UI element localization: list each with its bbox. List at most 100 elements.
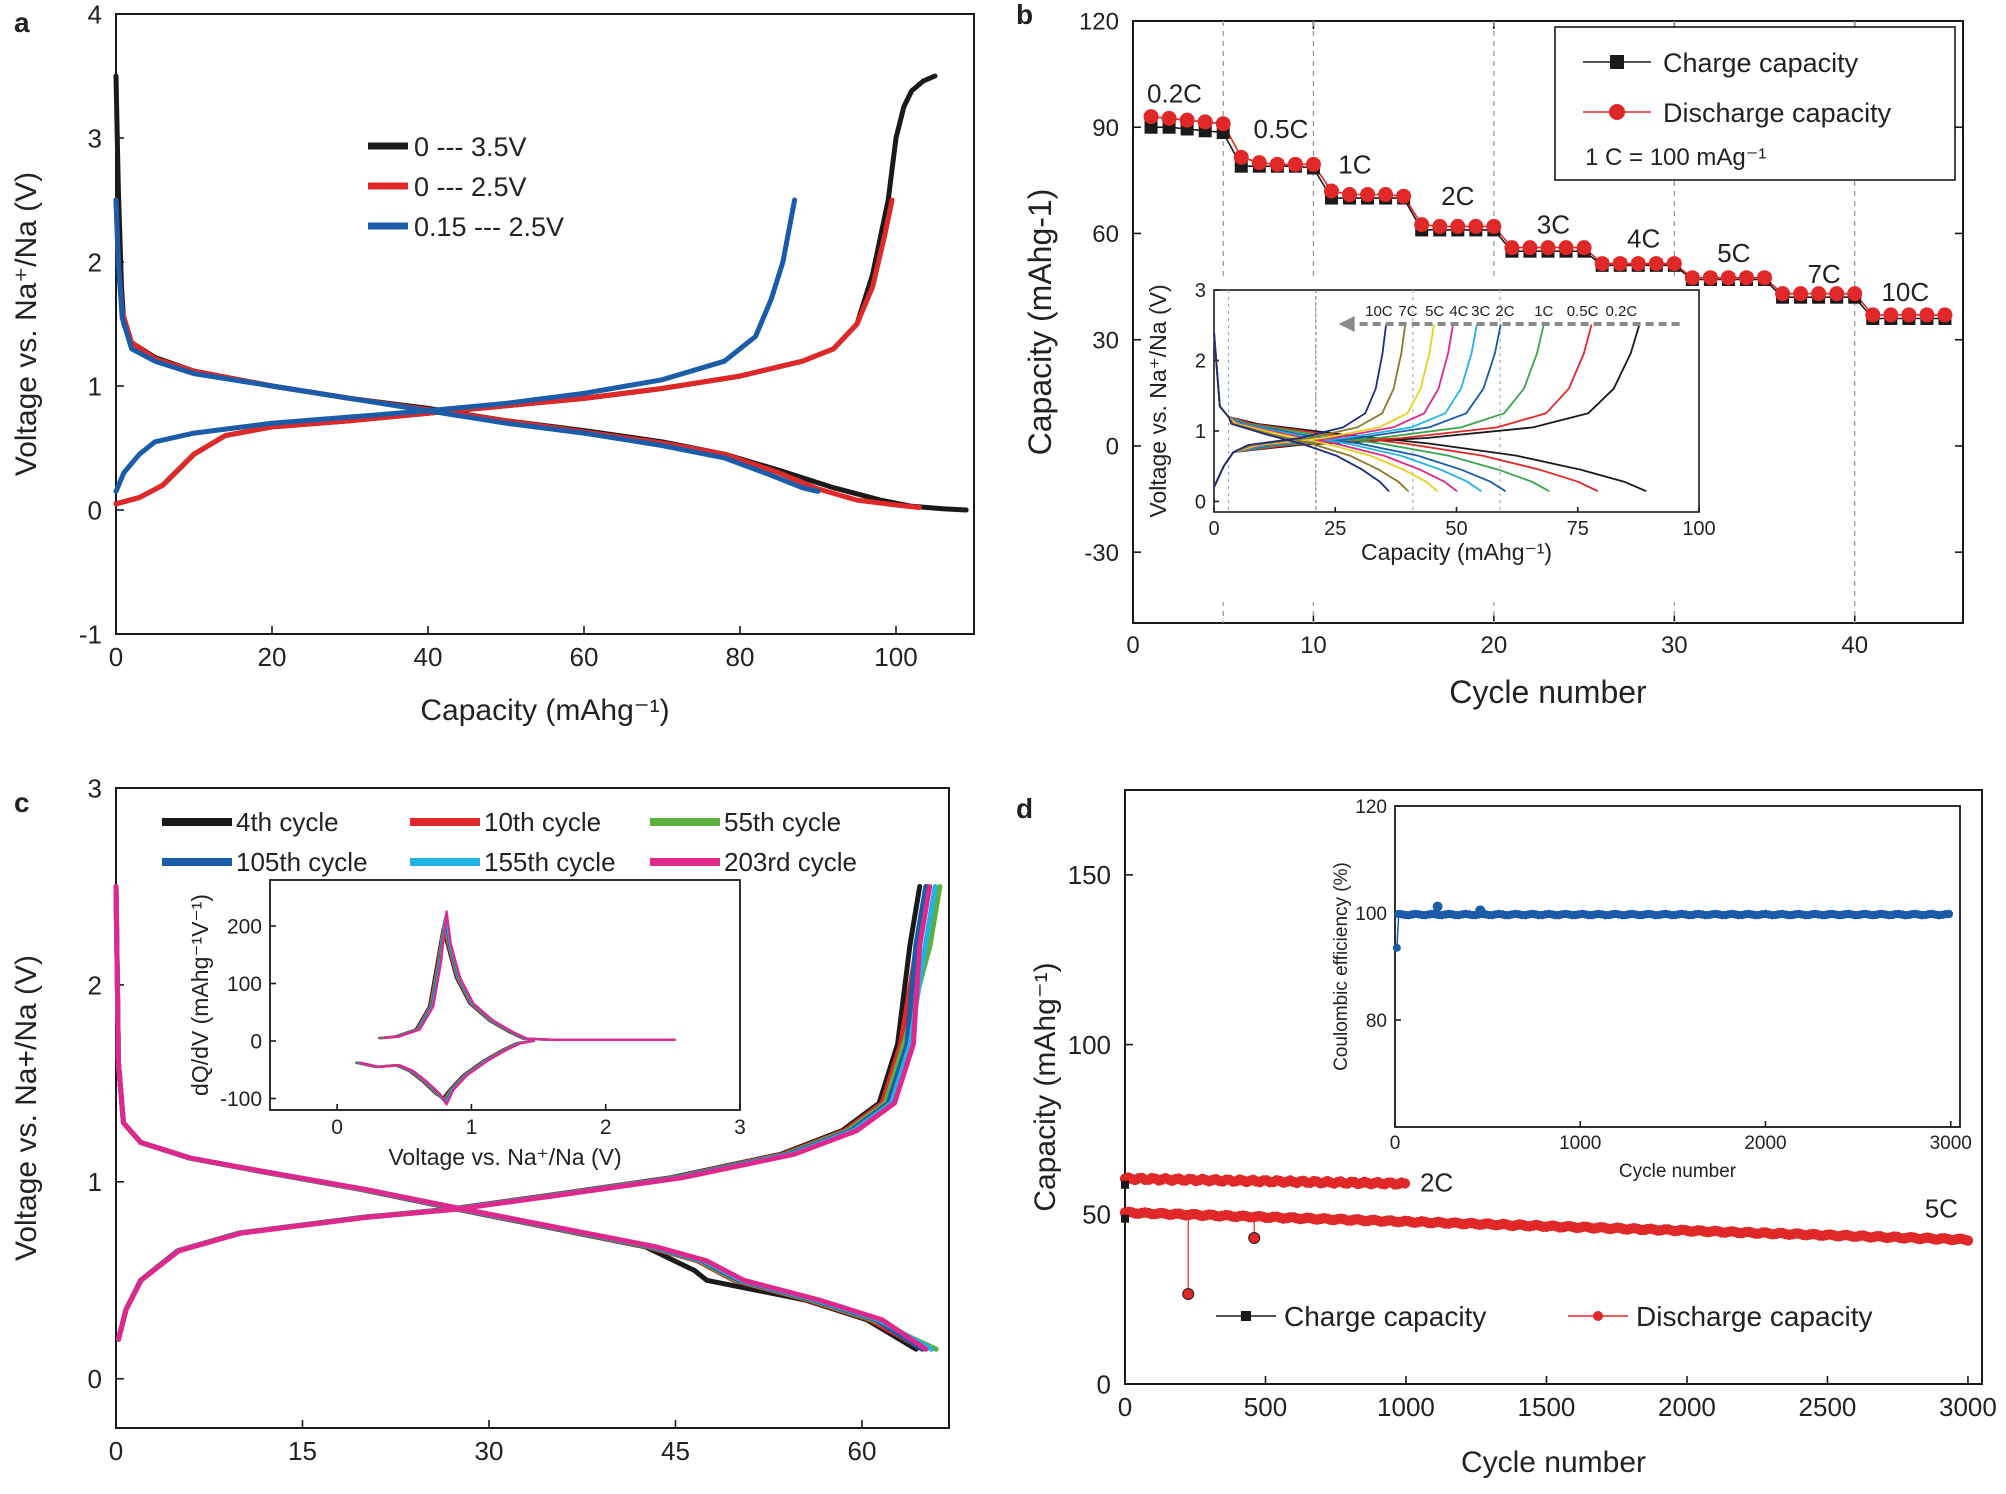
legend-marker: [1610, 55, 1624, 69]
x-tick-label: 100: [874, 642, 917, 672]
x-tick-label: 60: [570, 642, 599, 672]
discharge-point-5C: [1962, 1235, 1974, 1246]
x-axis-label: Capacity (mAhg⁻¹): [408, 1490, 657, 1494]
discharge-marker: [1630, 256, 1646, 272]
discharge-marker: [1215, 116, 1231, 132]
rate-label: 4C: [1627, 224, 1660, 254]
discharge-marker: [1305, 156, 1321, 172]
discharge-marker: [1702, 270, 1718, 286]
inset-ce-outlier: [1432, 901, 1443, 912]
y-tick-label: 4: [88, 0, 102, 29]
discharge-marker: [1504, 240, 1520, 256]
inset-rate-label: 0.2C: [1606, 303, 1638, 320]
discharge-marker: [1486, 218, 1502, 234]
discharge-marker: [1648, 256, 1664, 272]
discharge-marker: [1360, 187, 1376, 203]
x-tick-label: 2000: [1744, 1133, 1786, 1154]
x-tick-label: 40: [414, 642, 443, 672]
discharge-marker: [1378, 187, 1394, 203]
y-tick-label: 2: [1195, 351, 1206, 373]
rate-label: 10C: [1881, 277, 1929, 307]
y-tick-label: 100: [227, 973, 262, 996]
y-axis-label: Voltage vs. Na⁺/Na (V): [10, 172, 43, 476]
discharge-marker: [1522, 240, 1538, 256]
inset-rate-label: 2C: [1495, 303, 1514, 320]
y-axis-label: Capacity (mAhg-1): [1022, 189, 1058, 456]
y-tick-label: 1: [1195, 421, 1206, 443]
x-tick-label: 3: [734, 1116, 746, 1139]
discharge-marker: [1757, 270, 1773, 286]
discharge-marker: [1414, 217, 1430, 233]
legend-note: 1 C = 100 mAg⁻¹: [1585, 144, 1766, 171]
discharge-marker: [1233, 149, 1249, 165]
y-tick-label: 2: [88, 970, 102, 1000]
legend-label: 155th cycle: [484, 847, 616, 877]
y-tick-label: 100: [1068, 1030, 1111, 1060]
rate-label: 7C: [1807, 259, 1840, 289]
legend-label: 10th cycle: [484, 807, 601, 837]
y-tick-label: 3: [88, 773, 102, 803]
y-axis-label: Voltage vs. Na⁺/Na (V): [1145, 284, 1171, 517]
discharge-marker: [1251, 155, 1267, 171]
x-tick-label: 75: [1567, 518, 1589, 540]
y-tick-label: 90: [1092, 115, 1119, 142]
rate-label: 3C: [1537, 209, 1570, 239]
x-tick-label: 1500: [1518, 1392, 1576, 1422]
y-tick-label: -1: [79, 619, 102, 649]
y-tick-label: 150: [1068, 860, 1111, 890]
x-tick-label: 50: [1445, 518, 1467, 540]
x-tick-label: 0: [109, 1436, 123, 1466]
x-tick-label: 1: [466, 1116, 478, 1139]
y-tick-label: 0: [1195, 492, 1206, 514]
outlier-point: [1182, 1288, 1195, 1301]
discharge-marker: [1323, 183, 1339, 199]
discharge-marker: [1269, 156, 1285, 172]
x-tick-label: 25: [1324, 518, 1346, 540]
y-tick-label: 120: [1355, 797, 1387, 818]
y-tick-label: 120: [1079, 9, 1119, 36]
discharge-marker: [1666, 256, 1682, 272]
x-tick-label: 1000: [1377, 1392, 1435, 1422]
x-tick-label: 15: [288, 1436, 317, 1466]
legend-box: [1554, 26, 1956, 181]
legend-label: 0.15 --- 2.5V: [414, 212, 564, 242]
panel-letter-a: a: [14, 7, 30, 38]
inset-rate-label: 10C: [1365, 303, 1393, 320]
x-axis-label: Capacity (mAhg⁻¹): [420, 694, 669, 727]
y-tick-label: 60: [1092, 221, 1119, 248]
discharge-marker: [1919, 307, 1935, 323]
y-axis-label: dQ/dV (mAhg⁻¹V⁻¹): [187, 894, 213, 1096]
plot-frame: [115, 787, 950, 1429]
y-tick-label: 0: [1106, 434, 1119, 461]
legend-label: Discharge capacity: [1636, 1301, 1873, 1332]
legend-label: 203rd cycle: [724, 847, 857, 877]
panel-c-axes: 0153045600123Capacity (mAhg⁻¹)Voltage vs…: [10, 773, 950, 1494]
legend-label: 105th cycle: [236, 847, 368, 877]
series-1-curve-1: [113, 197, 895, 507]
y-axis-label: Voltage vs. Na+/Na (V): [10, 955, 43, 1261]
rate-label: 2C: [1441, 181, 1474, 211]
legend-marker: [1609, 104, 1625, 120]
y-tick-label: 80: [1366, 1011, 1387, 1032]
inset-rate-label: 1C: [1534, 303, 1553, 320]
y-tick-label: 1: [88, 371, 102, 401]
x-tick-label: 100: [1682, 518, 1715, 540]
discharge-marker: [1576, 240, 1592, 256]
discharge-marker: [1865, 307, 1881, 323]
plot-frame: [269, 879, 741, 1111]
x-tick-label: 30: [475, 1436, 504, 1466]
y-tick-label: 50: [1082, 1200, 1111, 1230]
inset-ce-rise: [1396, 914, 1400, 948]
discharge-marker: [1450, 218, 1466, 234]
inset-charge-10C: [1213, 324, 1387, 489]
x-tick-label: 60: [848, 1436, 877, 1466]
legend-label: 4th cycle: [236, 807, 339, 837]
legend-label: Charge capacity: [1663, 48, 1859, 78]
x-tick-label: 0: [1390, 1133, 1401, 1154]
x-tick-label: 30: [1661, 632, 1688, 659]
inset-ce-first: [1392, 943, 1401, 952]
x-tick-label: 500: [1244, 1392, 1287, 1422]
discharge-marker: [1342, 187, 1358, 203]
